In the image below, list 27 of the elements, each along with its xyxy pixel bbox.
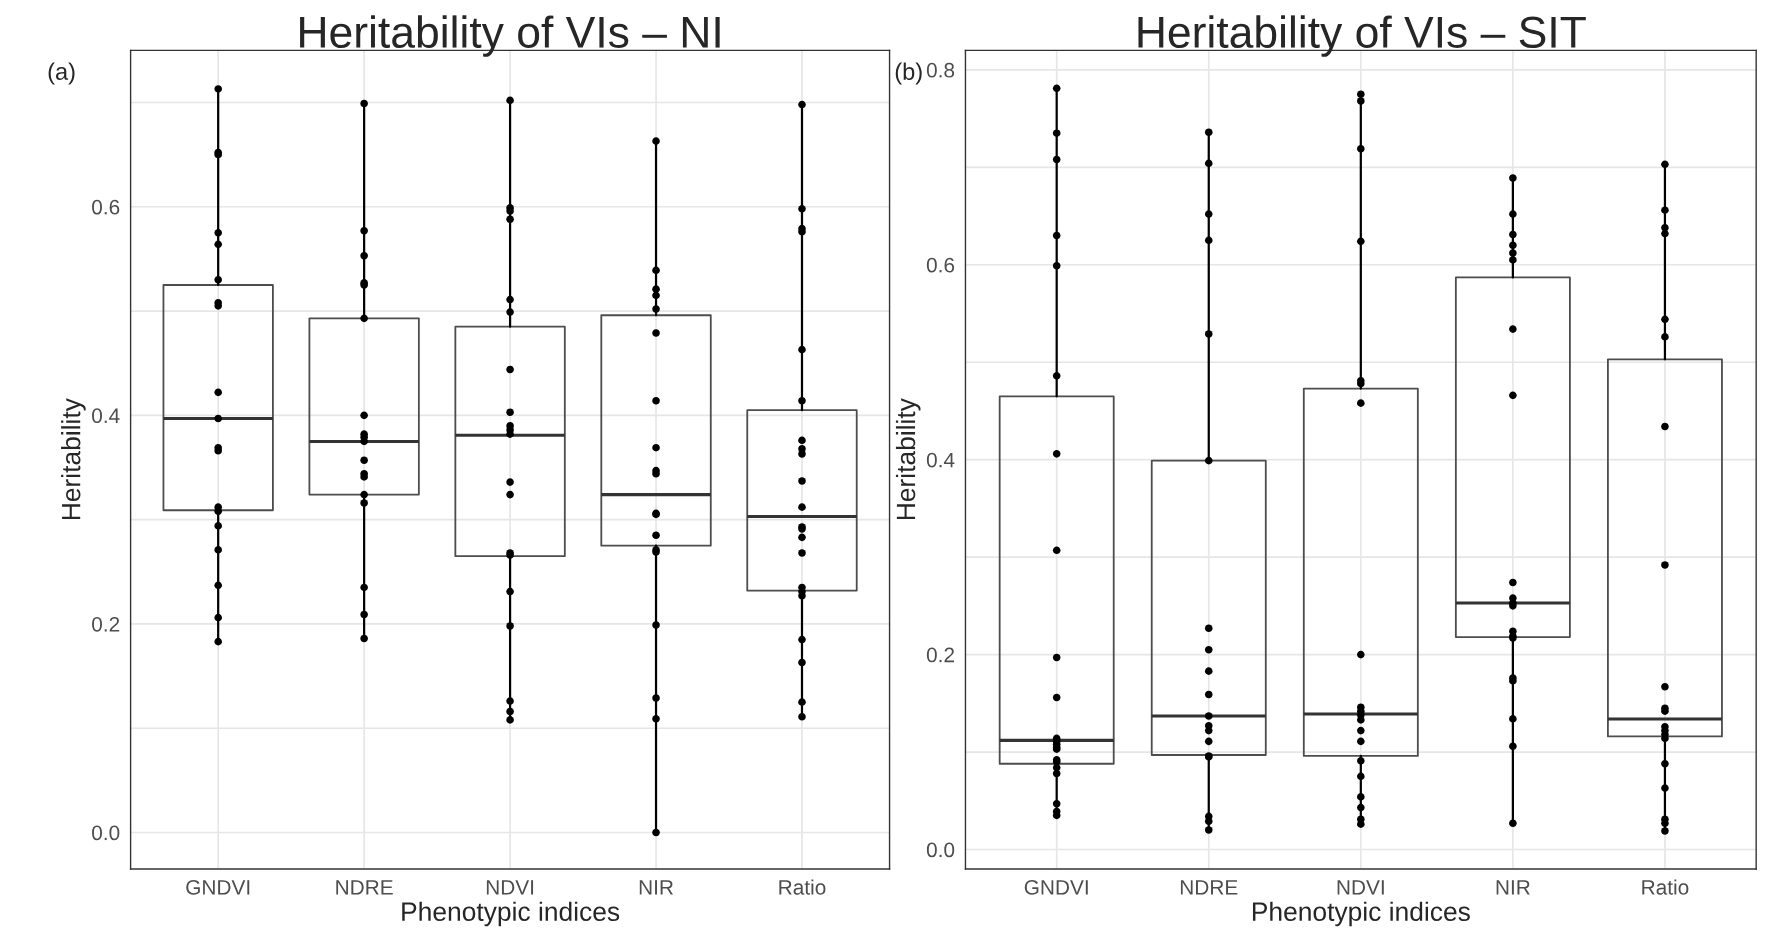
y-tick-label: 0.4 [926, 452, 955, 468]
x-tick-label: NDRE [336, 880, 393, 895]
chart-title: Heritability of VIs – NI [300, 15, 720, 57]
x-tick-label: NDVI [1337, 880, 1384, 895]
y-tick-label: 0.8 [926, 62, 955, 78]
x-tick-label: GNDVI [186, 879, 250, 895]
y-axis-title: Heritability [61, 398, 86, 520]
x-tick-label: NDRE [1180, 880, 1238, 895]
y-tick-label: 0.0 [926, 842, 955, 858]
y-tick-label: 0.6 [926, 257, 955, 273]
y-tick-label: 0.4 [92, 408, 120, 424]
x-tick-label: GNDVI [1024, 879, 1088, 895]
y-tick-label: 0.2 [92, 616, 120, 632]
x-tick-label: NIR [639, 880, 674, 895]
x-axis-title: Phenotypic indices [1252, 901, 1470, 927]
x-tick-label: NDVI [486, 880, 534, 895]
x-tick-label: Ratio [1642, 879, 1689, 895]
text: (a) [48, 62, 75, 85]
y-tick-label: 0.6 [92, 199, 120, 215]
y-tick-label: 0.0 [92, 825, 120, 841]
x-tick-label: NIR [1496, 880, 1530, 895]
y-tick-label: 0.2 [926, 647, 954, 663]
chart-title: Heritability of VIs – SIT [1138, 15, 1586, 57]
x-tick-label: Ratio [779, 879, 826, 895]
y-axis-title: Heritability [895, 398, 921, 520]
text: (b) [895, 62, 922, 85]
x-axis-title: Phenotypic indices [402, 901, 620, 927]
